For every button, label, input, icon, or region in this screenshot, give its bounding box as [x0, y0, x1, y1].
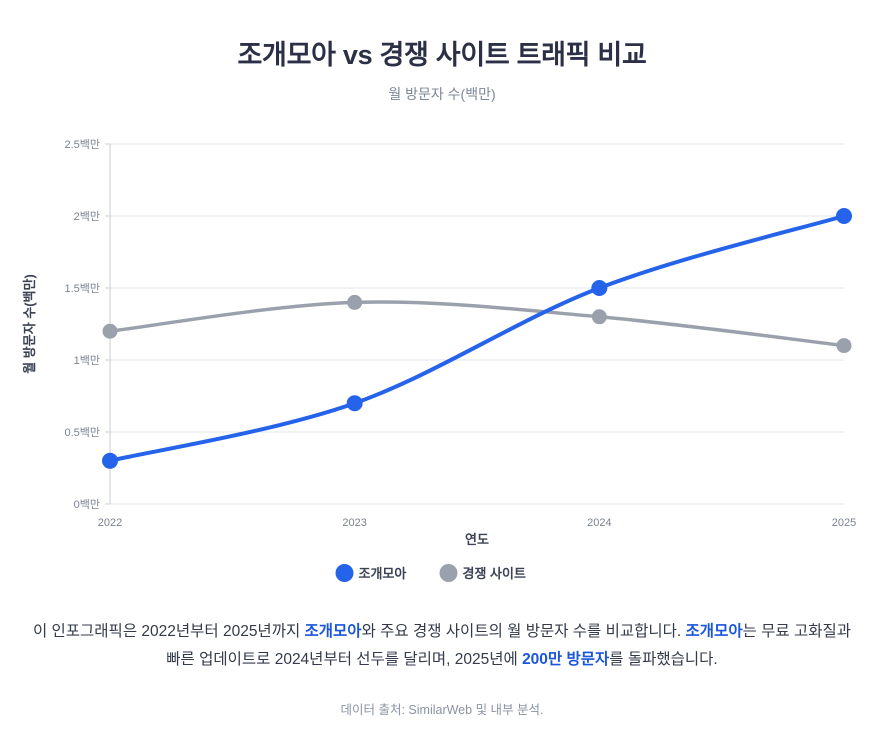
legend-swatch-1[interactable]	[335, 564, 354, 582]
page-title: 조개모아 vs 경쟁 사이트 트래픽 비교	[237, 40, 647, 70]
caption-text-2: 와 주요 경쟁 사이트의 월 방문자 수를 비교합니다.	[361, 623, 686, 640]
caption-text-1: 이 인포그래픽은 2022년부터 2025년까지	[32, 623, 305, 640]
caption-text-3: 는 무료 고화질과 빠른 업데이트로 2024년부터 선두를 달리며, 2025…	[166, 623, 852, 668]
chart-series-layer	[102, 208, 852, 469]
data-source-note: 데이터 출처: SimilarWeb 및 내부 분석.	[340, 703, 544, 717]
caption-highlight-brand-1: 조개모아	[304, 623, 362, 640]
y-tick-label: 2백만	[74, 210, 100, 223]
x-tick-label: 2024	[587, 517, 611, 529]
x-tick-label: 2023	[342, 517, 366, 529]
data-point-marker[interactable]	[347, 294, 363, 310]
y-tick-label: 2.5백만	[64, 138, 100, 151]
chart-legend[interactable]: 조개모아 경쟁 사이트	[335, 564, 526, 582]
y-tick-label: 1.5백만	[64, 282, 100, 295]
y-axis-title: 월 방문자 수(백만)	[22, 274, 37, 374]
data-point-marker[interactable]	[836, 208, 852, 224]
data-point-marker[interactable]	[591, 280, 608, 296]
caption-paragraph: 이 인포그래픽은 2022년부터 2025년까지 조개모아와 주요 경쟁 사이트…	[30, 618, 854, 674]
caption-highlight-brand-2: 조개모아	[685, 623, 743, 640]
chart-gridlines	[110, 143, 844, 505]
legend-swatch-2[interactable]	[439, 564, 458, 582]
data-point-marker[interactable]	[836, 338, 852, 354]
y-tick-label: 0.5백만	[64, 426, 100, 439]
data-point-marker[interactable]	[102, 452, 118, 469]
series-line	[108, 214, 846, 463]
caption-highlight-metric: 200만 방문자	[522, 651, 610, 668]
series-line	[108, 300, 846, 348]
data-point-marker[interactable]	[346, 395, 363, 412]
chart-plot-area: 0백만 0.5백만 1백만 1.5백만 2백만 2.5백만 2022 2023 2024 202…	[0, 120, 884, 590]
x-tick-label: 2022	[98, 517, 122, 529]
x-axis-title: 연도	[465, 532, 489, 547]
chart-subtitle: 월 방문자 수(백만)	[388, 86, 496, 102]
caption-text-4: 를 돌파했습니다.	[609, 651, 718, 668]
data-point-marker[interactable]	[102, 323, 118, 339]
chart-y-axis-ticks: 0백만 0.5백만 1백만 1.5백만 2백만 2.5백만	[64, 138, 110, 511]
chart-x-axis-ticks: 2022 2023 2024 2025	[98, 517, 856, 529]
y-tick-label: 0백만	[74, 498, 100, 511]
data-point-marker[interactable]	[591, 309, 607, 325]
y-tick-label: 1백만	[74, 354, 100, 367]
legend-label-1[interactable]: 조개모아	[359, 566, 407, 581]
x-tick-label: 2025	[832, 517, 856, 529]
legend-label-2[interactable]: 경쟁 사이트	[463, 566, 526, 581]
